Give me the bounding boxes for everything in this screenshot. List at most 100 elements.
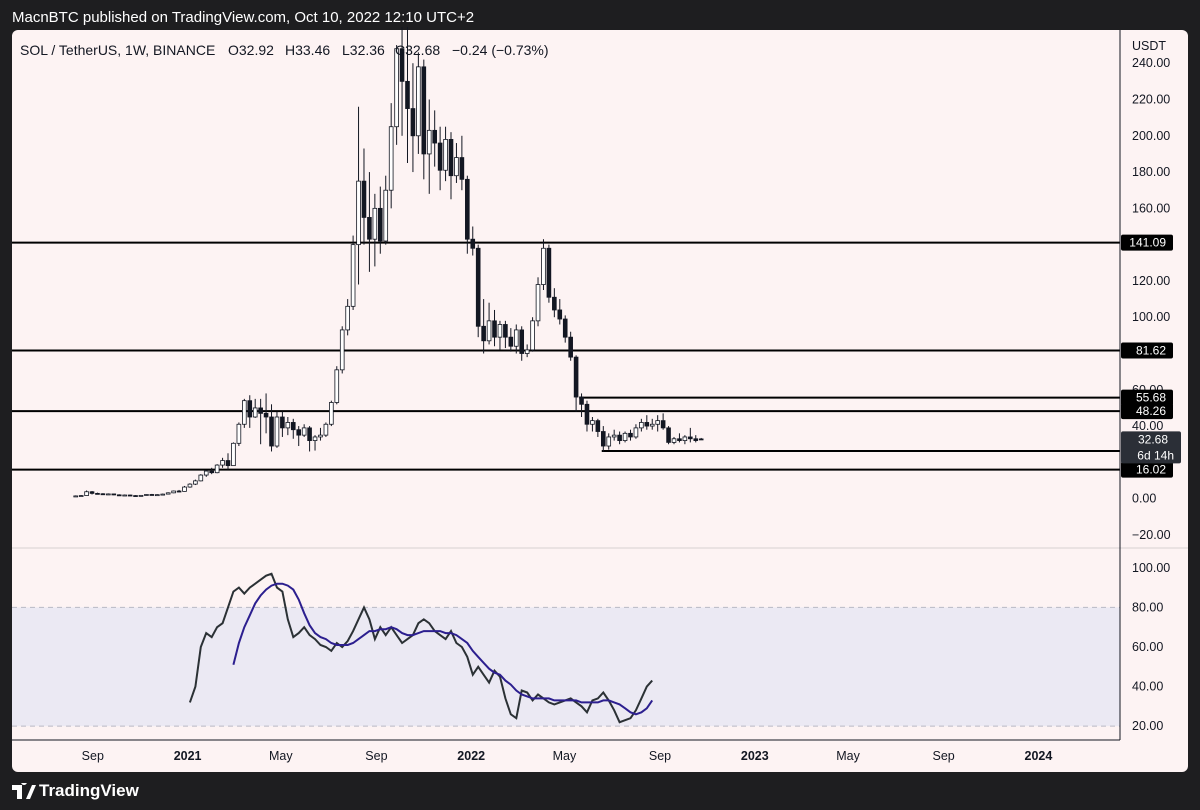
candle bbox=[546, 244, 552, 303]
candle-body bbox=[399, 48, 405, 82]
candle-body bbox=[622, 432, 628, 441]
candle-body bbox=[421, 66, 427, 155]
publisher-line: MacnBTC published on TradingView.com, Oc… bbox=[12, 9, 475, 26]
candle bbox=[138, 494, 144, 497]
candle-body bbox=[84, 491, 89, 496]
candle bbox=[497, 320, 503, 350]
footer-bar bbox=[0, 772, 1200, 810]
candle bbox=[557, 299, 563, 325]
candle-body bbox=[252, 407, 258, 418]
candle bbox=[416, 52, 421, 154]
candle bbox=[644, 415, 650, 430]
candle bbox=[573, 355, 579, 412]
candle bbox=[95, 492, 100, 495]
price-tag-value: 32.68 bbox=[1138, 432, 1168, 446]
candle bbox=[318, 427, 323, 441]
candle bbox=[78, 495, 84, 497]
candle bbox=[454, 143, 459, 183]
candle bbox=[535, 277, 541, 327]
candle bbox=[470, 226, 476, 256]
candle-body bbox=[590, 420, 595, 425]
candle bbox=[350, 235, 356, 310]
candle-body bbox=[541, 247, 546, 285]
candle bbox=[666, 426, 671, 445]
candle-body bbox=[269, 416, 274, 447]
rsi-panel[interactable] bbox=[12, 572, 1120, 727]
candle bbox=[122, 494, 127, 497]
ohlc-close: C32.68 bbox=[395, 42, 440, 58]
level-tag-bg-0 bbox=[1121, 234, 1173, 251]
chart-canvas[interactable]: SOL / TetherUS, 1W, BINANCE O32.92 H33.4… bbox=[0, 0, 1200, 772]
candle-body bbox=[568, 336, 573, 358]
candle-body bbox=[432, 129, 437, 144]
candle-body bbox=[95, 492, 100, 495]
candle bbox=[323, 422, 329, 437]
candle-body bbox=[242, 400, 247, 425]
candle bbox=[459, 135, 465, 191]
candle bbox=[301, 424, 307, 437]
candle bbox=[361, 148, 367, 245]
candle bbox=[682, 435, 688, 445]
candle-body bbox=[236, 423, 242, 444]
candle-body bbox=[546, 247, 552, 298]
candle-body bbox=[361, 180, 367, 218]
candle bbox=[600, 426, 606, 452]
currency-label: USDT bbox=[1132, 39, 1166, 53]
candle bbox=[628, 429, 633, 441]
candle-body bbox=[209, 470, 214, 474]
time-tick-2: May bbox=[269, 749, 293, 763]
candle bbox=[410, 63, 416, 173]
candle-body bbox=[394, 48, 399, 128]
candle-body bbox=[562, 318, 568, 338]
candle-body bbox=[203, 470, 209, 476]
price-tick-6: 120.00 bbox=[1132, 274, 1170, 288]
candle-body bbox=[573, 356, 579, 398]
candle bbox=[111, 493, 117, 496]
symbol-label: SOL / TetherUS, 1W, BINANCE bbox=[20, 42, 215, 58]
candle-body bbox=[584, 403, 590, 425]
candle-body bbox=[671, 438, 677, 443]
candle bbox=[383, 175, 389, 245]
candle-body bbox=[600, 431, 606, 447]
price-panel[interactable]: SOL / TetherUS, 1W, BINANCE O32.92 H33.4… bbox=[12, 26, 1120, 498]
candle-body bbox=[405, 80, 410, 109]
brand-name: TradingView bbox=[39, 781, 139, 800]
time-tick-7: 2023 bbox=[741, 749, 769, 763]
candle bbox=[568, 331, 573, 361]
candle-body bbox=[443, 139, 448, 171]
rsi-tick-0: 100.00 bbox=[1132, 561, 1170, 575]
candle-body bbox=[448, 139, 454, 177]
brand-logo[interactable]: TradingView bbox=[12, 779, 142, 803]
candle-body bbox=[688, 436, 693, 440]
price-tick-12: 0.00 bbox=[1132, 492, 1156, 506]
candle-body bbox=[182, 486, 187, 492]
ohlc-low: L32.36 bbox=[342, 42, 385, 58]
candle-body bbox=[388, 126, 394, 191]
candle bbox=[176, 489, 182, 493]
candle-body bbox=[454, 157, 459, 177]
candle-body bbox=[339, 329, 345, 371]
candle bbox=[127, 494, 133, 497]
candle bbox=[231, 442, 236, 467]
candle bbox=[89, 491, 95, 495]
candle-body bbox=[513, 329, 519, 347]
price-tick-0: 240.00 bbox=[1132, 56, 1170, 70]
candle-body bbox=[231, 442, 236, 467]
candle bbox=[285, 417, 291, 436]
candle bbox=[274, 411, 280, 448]
candle bbox=[339, 326, 345, 374]
candle-body bbox=[329, 402, 334, 425]
candle bbox=[263, 393, 269, 434]
price-tick-2: 200.00 bbox=[1132, 129, 1170, 143]
time-tick-4: 2022 bbox=[457, 749, 485, 763]
candle bbox=[606, 433, 612, 450]
candle-body bbox=[274, 416, 280, 447]
price-tick-13: −20.00 bbox=[1132, 528, 1171, 542]
candle bbox=[144, 494, 149, 496]
candle-body bbox=[73, 495, 79, 498]
candle bbox=[579, 393, 584, 417]
candle-body bbox=[263, 412, 269, 418]
candle bbox=[149, 493, 155, 496]
candle-body bbox=[318, 434, 323, 438]
